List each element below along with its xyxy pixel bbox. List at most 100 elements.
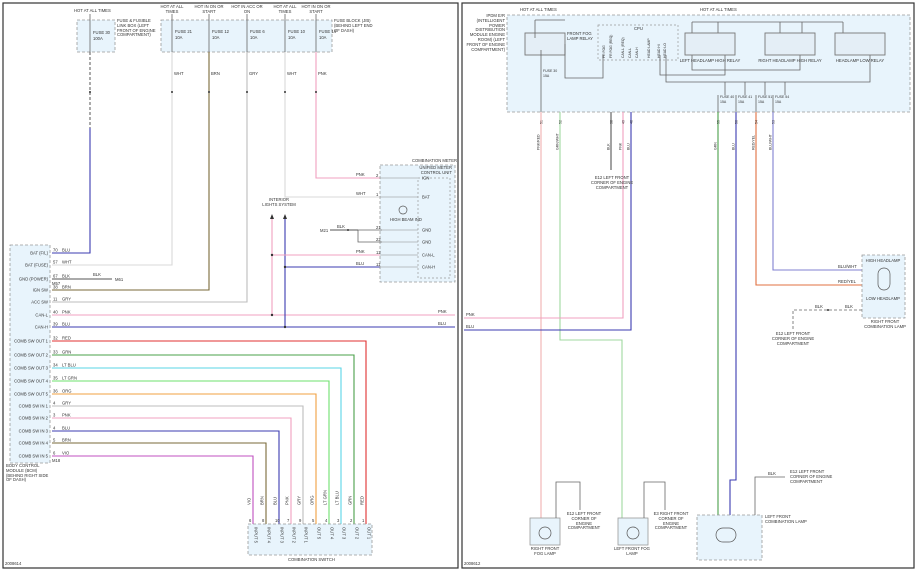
switch-pin-number: 5	[312, 518, 315, 523]
svg-text:10A: 10A	[319, 35, 327, 40]
output-pin-number: 55	[717, 120, 721, 124]
bcm-pin-wire: RED	[62, 336, 71, 341]
fuse-rating: 15A	[543, 74, 550, 78]
svg-text:COMBINATION SWITCH: COMBINATION SWITCH	[288, 557, 335, 562]
svg-text:FUSE 14: FUSE 14	[319, 29, 337, 34]
bcm-pin-wire: VIO	[62, 451, 70, 456]
fuse-rating: 15A	[738, 100, 745, 104]
switch-pin-name: INPUT 4	[267, 527, 272, 544]
bcm-pin-number: 11	[53, 297, 58, 302]
bcm-pin-wire: BLK	[62, 274, 70, 279]
bcm-pin-name: COMB SW OUT 4	[14, 379, 49, 384]
bcm-pin-number: 57	[53, 260, 58, 265]
lf-fog-ground: E3 RIGHT FRONT CORNER OF ENGINE COMPARTM…	[653, 512, 689, 531]
svg-text:HOT AT ALL TIMES: HOT AT ALL TIMES	[520, 7, 557, 12]
ipdm-output-wires: PNK BLU E12 LEFT FRONT CORNER OF ENGINE …	[464, 112, 862, 520]
svg-text:WHT: WHT	[356, 191, 366, 196]
output-wire-color: RED/YEL	[752, 135, 756, 150]
output-pin-number: 51	[540, 120, 544, 124]
switch-pin-wire: BLU	[273, 497, 278, 505]
meter-pin-number: 21	[376, 225, 381, 230]
hot-label: HOT AT ALL TIMES	[273, 5, 297, 14]
relay-label: HEADLAMP LOW RELAY	[836, 58, 884, 63]
bcm-pin-wire: BLU	[62, 248, 70, 253]
bcm-pin-name: BAT (F/L)	[30, 251, 48, 256]
hot-label: HOT IN ACC OR ON	[231, 5, 263, 14]
bcm-pin-name: COMB SW OUT 1	[14, 339, 49, 344]
svg-text:HIGH HEADLAMP: HIGH HEADLAMP	[866, 258, 901, 263]
bcm-pin-number: 4	[53, 426, 56, 431]
left-front-fog-lamp: LEFT FRONT FOG LAMP E3 RIGHT FRONT CORNE…	[614, 481, 689, 556]
cpu: CPU FR FOG FR FOG (REQ) CAN-L (REQ) CAN-L CA…	[597, 24, 679, 61]
svg-text:FUSE 10: FUSE 10	[288, 29, 306, 34]
bcm-pin-name: COMB SW IN 3	[19, 429, 49, 434]
interior-lights-text: INTERIOR LIGHTS SYSTEM	[262, 198, 296, 207]
svg-text:BLK: BLK	[93, 272, 101, 277]
svg-text:PNK: PNK	[438, 309, 447, 314]
output-pin-number: 52	[559, 120, 563, 124]
meter-pin-number: 22	[376, 237, 381, 242]
meter-pin-name: BAT	[422, 195, 430, 200]
meter-pin-name: GND	[422, 228, 431, 233]
svg-text:FUSE 6: FUSE 6	[250, 29, 265, 34]
bcm-pin-name: COMB SW OUT 5	[14, 392, 49, 397]
fuse-block-label-text: FUSE BLOCK (J/B) (BEHIND LEFT END OF DAS…	[334, 19, 373, 33]
fuse-label: FUSE 30	[93, 30, 111, 35]
switch-pin-number: 1	[362, 518, 365, 523]
meter-pin-name: CAN-L	[422, 253, 435, 258]
fuse-block-label: FUSE BLOCK (J/B) (BEHIND LEFT END OF DAS…	[334, 19, 373, 33]
switch-pin-number: 3	[337, 518, 340, 523]
output-wire-color: BLU/WHT	[769, 133, 773, 150]
switch-pin-number: 6	[249, 518, 252, 523]
cpu-ground-text: E12 LEFT FRONT CORNER OF ENGINE COMPARTM…	[590, 176, 634, 190]
rf-combo-title-text: RIGHT FRONT COMBINATION LAMP	[864, 320, 906, 329]
bcm-pin-wire: BRN	[62, 438, 71, 443]
switch-pin-name: INPUT 3	[280, 527, 285, 544]
cpu-ground-label: E12 LEFT FRONT CORNER OF ENGINE COMPARTM…	[590, 176, 634, 190]
bcm-pin-name: GND (POWER)	[19, 277, 49, 282]
svg-text:BLU/WHT: BLU/WHT	[838, 264, 857, 269]
svg-text:BRN: BRN	[211, 71, 220, 76]
svg-text:M18: M18	[52, 458, 61, 463]
output-wire-color: BLU	[732, 143, 736, 150]
bcm-pin-name: CAN-L	[35, 313, 48, 318]
hot-label: HOT IN ON OR START	[194, 5, 224, 14]
switch-pin-wire: VIO	[247, 497, 252, 505]
bcm-pin-wire: GRY	[62, 401, 71, 406]
fog-relay-text: FRONT FOG LAMP RELAY	[567, 32, 593, 41]
switch-pin-name: OUT 1	[367, 527, 372, 540]
switch-pin-wire: BRN	[260, 496, 265, 505]
svg-text:WHT: WHT	[174, 71, 184, 76]
fuse-box-location-text: FUSE & FUSIBLE LINK BOX (LEFT FRONT OF E…	[117, 19, 156, 38]
right-front-fog-lamp: RIGHT FRONT FOG LAMP E12 LEFT FRONT CORN…	[529, 481, 601, 556]
bcm-pin-number: 32	[53, 336, 58, 341]
output-pin-number: 49	[622, 120, 626, 124]
svg-text:BLU: BLU	[356, 261, 364, 266]
bcm-ground: BLK M57 M61	[52, 272, 124, 286]
output-wire-color: BLU	[627, 143, 631, 150]
meter-pin-name: CAN-H	[422, 265, 435, 270]
switch-pin-name: OUT 5	[317, 527, 322, 540]
relay-label: RIGHT HEADLAMP HIGH RELAY	[758, 58, 821, 63]
meter-pin-name: GND	[422, 240, 431, 245]
output-pin-number: 38	[610, 120, 614, 124]
bcm-pin-number: 5	[53, 438, 56, 443]
switch-pin-number: 9	[299, 518, 302, 523]
switch-pin-wire: LT BLU	[335, 491, 340, 505]
cpu-pin-label: CAN-L (REQ)	[621, 37, 625, 58]
bcm-pin-number: 39	[53, 322, 58, 327]
front-fog-lamp-relay: FRONT FOG LAMP RELAY	[524, 19, 604, 79]
headlamp-relays: LEFT HEADLAMP HIGH RELAY RIGHT HEADLAMP …	[659, 21, 886, 95]
bcm-pin-number: 34	[53, 363, 58, 368]
bcm-pin-number: 3	[53, 413, 56, 418]
fuse-rating: 15A	[775, 100, 782, 104]
switch-pin-name: OUT 4	[330, 527, 335, 540]
svg-text:BLK: BLK	[815, 304, 823, 309]
svg-text:HIGH BEAM IND: HIGH BEAM IND	[390, 217, 422, 222]
output-pin-number: 56	[735, 120, 739, 124]
